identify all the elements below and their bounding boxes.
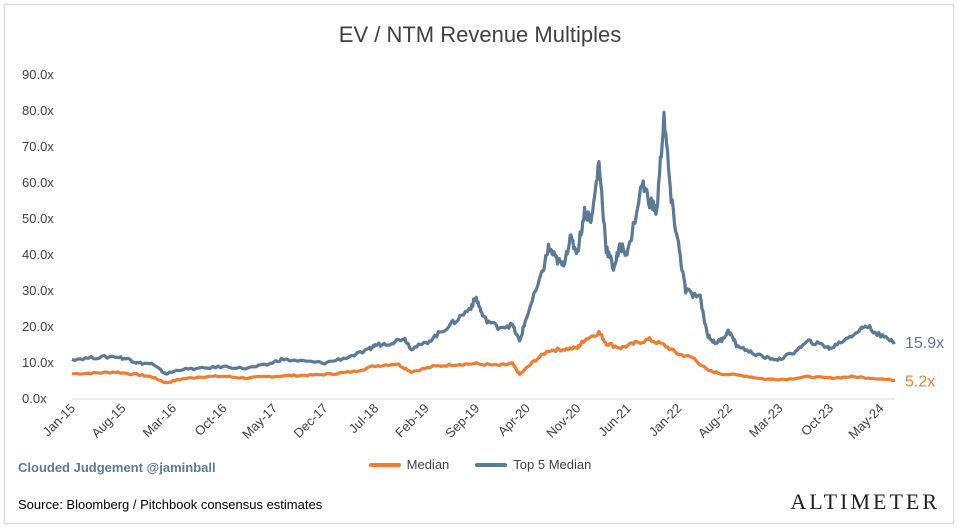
series-layer <box>71 110 896 385</box>
x-axis: Jan-15 Aug-15 Mar-16 Oct-16 May-17 Dec-17 Jul-… <box>39 398 895 442</box>
y-tick-label: 80.0x <box>22 103 54 118</box>
end-label-top5-median: 15.9x <box>905 335 944 352</box>
y-tick-label: 0.0x <box>22 391 47 406</box>
y-tick-label: 10.0x <box>22 355 54 370</box>
chart-frame <box>4 4 954 524</box>
x-tick-label: Dec-17 <box>291 401 331 441</box>
legend-swatch-top5-median <box>475 462 508 467</box>
x-tick-label: Jan-15 <box>39 401 78 440</box>
legend-label-median: Median <box>406 457 450 472</box>
x-tick-label: Aug-22 <box>695 401 735 441</box>
y-tick-label: 90.0x <box>22 67 54 82</box>
y-tick-label: 40.0x <box>22 247 54 262</box>
y-tick-label: 50.0x <box>22 211 54 226</box>
x-tick-label: Mar-23 <box>746 401 786 441</box>
legend-swatch-median <box>368 462 401 467</box>
y-tick-label: 20.0x <box>22 319 54 334</box>
chart-title: EV / NTM Revenue Multiples <box>338 22 622 47</box>
x-tick-label: Mar-16 <box>139 401 179 441</box>
x-tick-label: Sep-19 <box>442 401 482 441</box>
x-tick-label: Nov-20 <box>543 401 583 441</box>
y-tick-label: 30.0x <box>22 283 54 298</box>
series-line-median <box>71 329 896 385</box>
chart-legend: Median Top 5 Median <box>0 457 960 472</box>
x-tick-label: May-17 <box>239 401 280 442</box>
x-tick-label: Apr-20 <box>495 401 533 439</box>
legend-item-top5-median: Top 5 Median <box>475 457 591 472</box>
x-tick-label: Jun-21 <box>595 401 634 440</box>
credit-text: Clouded Judgement @jaminball <box>18 460 216 475</box>
x-tick-label: Jul-18 <box>346 401 382 437</box>
y-tick-label: 60.0x <box>22 175 54 190</box>
legend-label-top5-median: Top 5 Median <box>513 457 592 472</box>
source-note: Source: Bloomberg / Pitchbook consensus … <box>18 497 323 512</box>
brand-logo: ALTIMETER <box>790 489 940 514</box>
end-label-median: 5.2x <box>905 373 935 390</box>
x-tick-label: Oct-23 <box>798 401 836 439</box>
y-axis: 0.0x 10.0x 20.0x 30.0x 40.0x 50.0x 60.0x 70.0x 8… <box>22 67 54 406</box>
x-tick-label: Oct-16 <box>192 401 230 439</box>
end-labels: 5.2x 15.9x <box>905 335 944 391</box>
series-line-top5-median <box>71 110 896 376</box>
legend-item-median: Median <box>368 457 450 472</box>
x-tick-label: May-24 <box>845 401 886 442</box>
x-tick-label: Jan-22 <box>646 401 685 440</box>
x-tick-label: Feb-19 <box>392 401 432 441</box>
x-tick-label: Aug-15 <box>88 401 128 441</box>
y-tick-label: 70.0x <box>22 139 54 154</box>
